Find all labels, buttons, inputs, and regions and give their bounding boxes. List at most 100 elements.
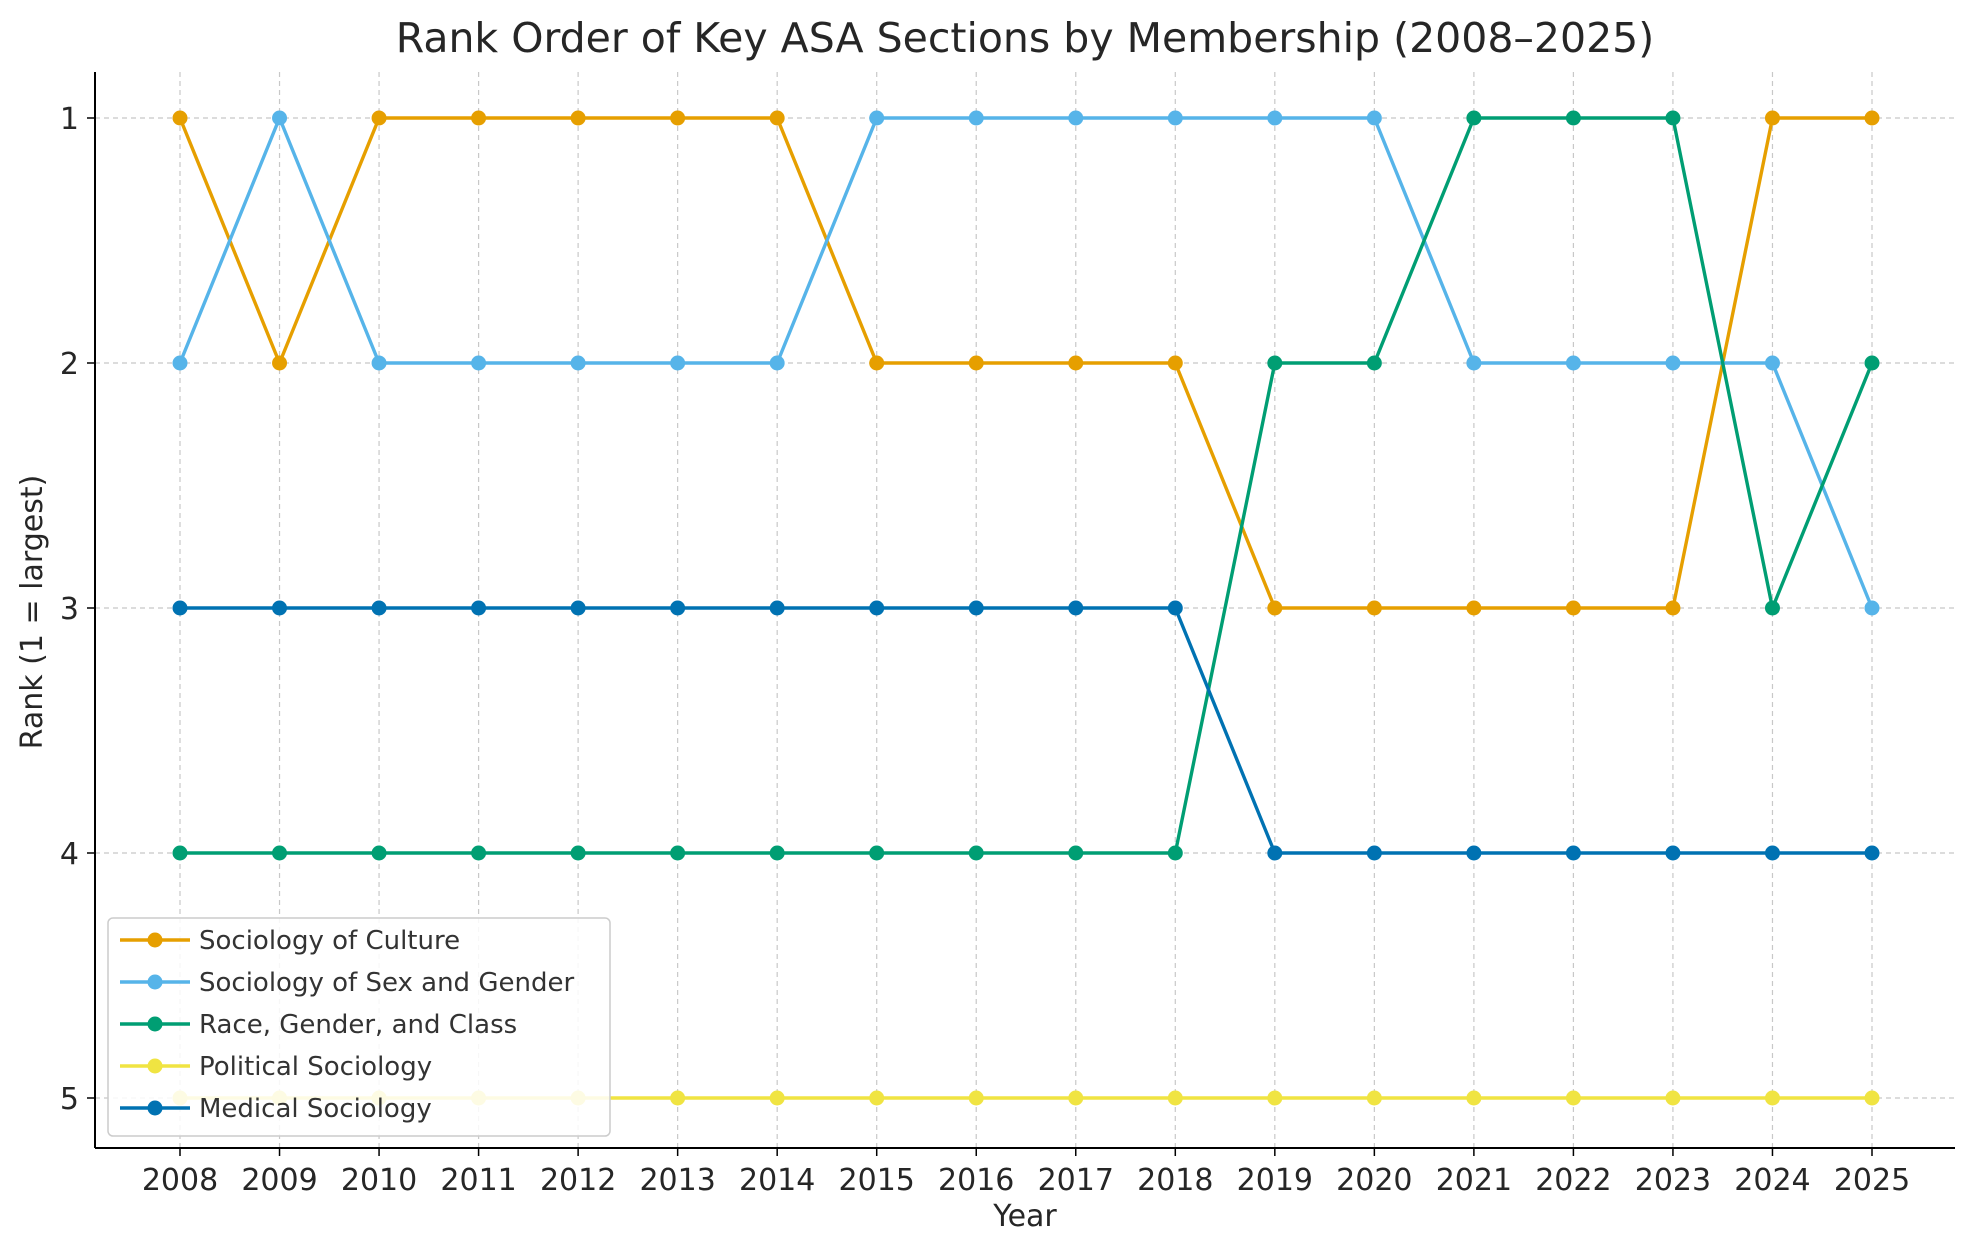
- legend-label: Sociology of Culture: [199, 926, 460, 956]
- x-tick-label: 2022: [1535, 1163, 1611, 1198]
- data-point-race-gender-and-class: [869, 845, 885, 861]
- series-line-medical-sociology: [178, 606, 1874, 855]
- legend-swatch-marker: [147, 1100, 163, 1116]
- legend-item: Medical Sociology: [120, 1094, 432, 1124]
- data-point-political-sociology: [1267, 1090, 1283, 1106]
- data-point-race-gender-and-class: [1565, 110, 1581, 126]
- data-point-sociology-of-culture: [1864, 110, 1880, 126]
- x-tick-label: 2023: [1635, 1163, 1711, 1198]
- data-point-sociology-of-sex-and-gender: [1167, 110, 1183, 126]
- data-point-political-sociology: [1167, 1090, 1183, 1106]
- x-tick-label: 2011: [440, 1163, 516, 1198]
- data-point-race-gender-and-class: [1864, 355, 1880, 371]
- data-point-sociology-of-culture: [1167, 355, 1183, 371]
- data-point-sociology-of-sex-and-gender: [471, 355, 487, 371]
- data-point-medical-sociology: [769, 600, 785, 616]
- data-point-sociology-of-sex-and-gender: [172, 355, 188, 371]
- x-tick-label: 2012: [540, 1163, 616, 1198]
- data-point-sociology-of-culture: [769, 110, 785, 126]
- data-point-political-sociology: [968, 1090, 984, 1106]
- y-axis-ticks: 1 2 3 4 5: [60, 102, 95, 1117]
- data-point-sociology-of-sex-and-gender: [1665, 355, 1681, 371]
- x-tick-label: 2009: [241, 1163, 317, 1198]
- data-point-sociology-of-sex-and-gender: [670, 355, 686, 371]
- y-axis-label: Rank (1 = largest): [15, 475, 50, 750]
- x-tick-label: 2017: [1038, 1163, 1114, 1198]
- data-point-sociology-of-culture: [272, 355, 288, 371]
- x-tick-label: 2021: [1436, 1163, 1512, 1198]
- data-point-sociology-of-culture: [471, 110, 487, 126]
- data-point-medical-sociology: [1068, 600, 1084, 616]
- legend-swatch-marker: [147, 1058, 163, 1074]
- data-point-medical-sociology: [1167, 600, 1183, 616]
- series-sociology-of-culture: [172, 110, 1880, 616]
- legend-label: Sociology of Sex and Gender: [199, 968, 574, 998]
- data-point-sociology-of-culture: [1764, 110, 1780, 126]
- data-point-race-gender-and-class: [1665, 110, 1681, 126]
- legend-label: Race, Gender, and Class: [199, 1010, 517, 1040]
- data-point-race-gender-and-class: [670, 845, 686, 861]
- legend-swatch-marker: [147, 932, 163, 948]
- data-point-race-gender-and-class: [471, 845, 487, 861]
- legend-item: Sociology of Sex and Gender: [120, 968, 574, 998]
- data-point-sociology-of-culture: [869, 355, 885, 371]
- chart-title: Rank Order of Key ASA Sections by Member…: [396, 14, 1655, 62]
- data-point-race-gender-and-class: [272, 845, 288, 861]
- data-point-medical-sociology: [670, 600, 686, 616]
- series-layer: [172, 110, 1880, 1106]
- data-point-medical-sociology: [968, 600, 984, 616]
- data-point-medical-sociology: [471, 600, 487, 616]
- data-point-medical-sociology: [1665, 845, 1681, 861]
- y-tick-label: 5: [60, 1082, 79, 1117]
- data-point-medical-sociology: [1267, 845, 1283, 861]
- data-point-sociology-of-sex-and-gender: [1565, 355, 1581, 371]
- data-point-race-gender-and-class: [172, 845, 188, 861]
- series-line-race-gender-and-class: [178, 116, 1874, 855]
- data-point-sociology-of-sex-and-gender: [968, 110, 984, 126]
- data-point-sociology-of-culture: [371, 110, 387, 126]
- data-point-sociology-of-sex-and-gender: [1764, 355, 1780, 371]
- y-tick-label: 4: [60, 837, 79, 872]
- legend-item: Political Sociology: [120, 1052, 432, 1082]
- data-point-medical-sociology: [1366, 845, 1382, 861]
- data-point-medical-sociology: [570, 600, 586, 616]
- data-point-political-sociology: [869, 1090, 885, 1106]
- data-point-political-sociology: [1864, 1090, 1880, 1106]
- data-point-political-sociology: [1068, 1090, 1084, 1106]
- data-point-political-sociology: [1665, 1090, 1681, 1106]
- data-point-medical-sociology: [371, 600, 387, 616]
- series-sociology-of-sex-and-gender: [172, 110, 1880, 616]
- data-point-political-sociology: [670, 1090, 686, 1106]
- data-point-race-gender-and-class: [371, 845, 387, 861]
- legend-item: Sociology of Culture: [120, 926, 460, 956]
- x-tick-label: 2015: [839, 1163, 915, 1198]
- legend-swatch-marker: [147, 974, 163, 990]
- series-line-sociology-of-sex-and-gender: [178, 116, 1874, 610]
- data-point-race-gender-and-class: [1366, 355, 1382, 371]
- x-axis-ticks: 2008 2009 2010 2011 2012 2013 2014 2015 2016 2017…: [142, 1148, 1910, 1198]
- x-tick-label: 2024: [1734, 1163, 1810, 1198]
- data-point-sociology-of-sex-and-gender: [1366, 110, 1382, 126]
- data-point-sociology-of-sex-and-gender: [1466, 355, 1482, 371]
- data-point-sociology-of-culture: [670, 110, 686, 126]
- x-tick-label: 2010: [341, 1163, 417, 1198]
- data-point-sociology-of-culture: [1366, 600, 1382, 616]
- data-point-medical-sociology: [1764, 845, 1780, 861]
- data-point-sociology-of-sex-and-gender: [769, 355, 785, 371]
- data-point-race-gender-and-class: [1267, 355, 1283, 371]
- x-tick-label: 2013: [639, 1163, 715, 1198]
- data-point-sociology-of-sex-and-gender: [272, 110, 288, 126]
- data-point-political-sociology: [1764, 1090, 1780, 1106]
- data-point-sociology-of-sex-and-gender: [1267, 110, 1283, 126]
- y-tick-label: 2: [60, 347, 79, 382]
- x-tick-label: 2025: [1834, 1163, 1910, 1198]
- data-point-sociology-of-culture: [1466, 600, 1482, 616]
- data-point-race-gender-and-class: [769, 845, 785, 861]
- data-point-medical-sociology: [1466, 845, 1482, 861]
- data-point-race-gender-and-class: [968, 845, 984, 861]
- data-point-medical-sociology: [1864, 845, 1880, 861]
- y-tick-label: 1: [60, 102, 79, 137]
- data-point-medical-sociology: [1565, 845, 1581, 861]
